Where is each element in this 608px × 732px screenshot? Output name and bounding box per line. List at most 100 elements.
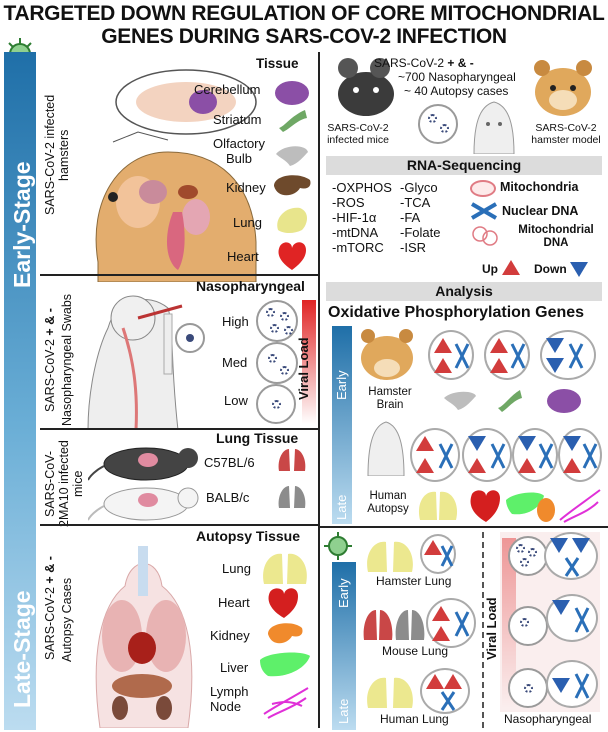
early-cell-up-1 [428, 330, 474, 380]
striatum-icon [279, 110, 307, 132]
autopsy-lung-small-icon [418, 491, 458, 520]
olfactory-bulb-icon [276, 146, 308, 166]
black-mouse-icon [88, 447, 198, 481]
human-autopsy-label: Human Autopsy [367, 490, 409, 515]
late-cell-down-1 [462, 428, 512, 482]
cerebellum-small-icon [547, 389, 581, 413]
tissue-kidney: Kidney [226, 180, 266, 195]
liver-kidney-small-icon [506, 492, 555, 522]
analysis-stage-bar [332, 326, 352, 524]
low-viral-small-cell [508, 668, 548, 708]
autopsy-heart-small-icon [470, 490, 500, 522]
late-cell-down-3 [558, 428, 602, 482]
viral-load-label: Viral Load [296, 337, 311, 400]
swabs-side-label-b: Nasopharyngeal Swabs [60, 293, 74, 427]
autopsy-lung-icon [263, 553, 307, 584]
level-low: Low [224, 393, 248, 408]
pathway-hif: -HIF-1α [332, 210, 377, 225]
down-arrow-icon [570, 262, 588, 277]
mouse-lung-label: Mouse Lung [382, 644, 449, 658]
hamster-lung-icon [367, 541, 413, 572]
tissue-heart: Heart [227, 249, 259, 264]
pathway-tca: -TCA [400, 195, 431, 210]
up-arrow-icon [502, 260, 520, 275]
autopsy-heart-icon [268, 588, 298, 618]
med-viral-cell-icon [256, 342, 298, 384]
kidney-icon [274, 175, 311, 196]
strain-c57bl6: C57BL/6 [204, 455, 255, 470]
rt-hamster-label: SARS-CoV-2 hamster model [531, 122, 601, 146]
tissue-lung: Lung [233, 215, 262, 230]
divider [40, 428, 318, 430]
mouse-lung-cell [426, 598, 476, 648]
pathway-isr: -ISR [400, 240, 426, 255]
oxphos-header: Oxidative Phosphorylation Genes [328, 304, 585, 321]
bottom-early-label: Early [336, 578, 351, 608]
med-viral-oxphos-cell [546, 594, 598, 642]
human-lung-label: Human Lung [380, 712, 449, 726]
nasopharyngeal-header: Nasopharyngeal [196, 278, 305, 294]
high-viral-oxphos-cell [544, 532, 598, 580]
legend-mtdna-icon [472, 226, 498, 246]
pathway-mtdna: -mtDNA [332, 225, 379, 240]
swab-tube-icon [163, 313, 205, 375]
stage-sidebar [4, 52, 36, 730]
rt-line1b: + & - [447, 56, 474, 70]
title-line-2: GENES DURING SARS-COV-2 INFECTION [101, 25, 507, 48]
legend-mitochondria-icon [470, 180, 496, 197]
rnaseq-header: RNA-Sequencing [326, 156, 602, 175]
legend-nuclear-dna-icon [470, 202, 498, 220]
bottom-viral-load-label: Viral Load [484, 597, 499, 660]
autopsy-side-label-b: Autopsy Cases [60, 577, 74, 663]
lymph-node-icon [263, 687, 309, 719]
bottom-stage-bar [332, 562, 356, 730]
gray-lung-icon [278, 486, 306, 508]
late-cell-up-1 [410, 428, 460, 482]
pathway-folate: -Folate [400, 225, 441, 240]
autopsy-side-label-a: SARS-CoV-2 [43, 587, 57, 660]
autopsy-lymph-node: Lymph Node [210, 684, 249, 714]
early-stage-label: Early-Stage [9, 161, 35, 288]
swabs-plus-minus: + & - [43, 308, 57, 336]
analysis-header: Analysis [326, 282, 602, 301]
tissue-olfactory-bulb: Olfactory Bulb [212, 136, 265, 166]
rt-plus-minus-line: SARS-CoV-2 + & - [374, 56, 474, 70]
hamsters-side-label: SARS-CoV-2 infected hamsters [43, 94, 71, 216]
hamster-brain-hamster-icon [361, 329, 413, 380]
white-mouse-icon [88, 487, 199, 521]
black-mouse-portrait-icon [338, 58, 394, 116]
pathway-fa: -FA [400, 210, 421, 225]
pathway-col-2: -Glyco -TCA -FA -Folate -ISR [400, 180, 440, 255]
lymph-node-small-icon [559, 489, 601, 523]
hamster-lung-label: Hamster Lung [376, 574, 452, 588]
autopsy-heart: Heart [218, 595, 250, 610]
late-cell-down-2 [512, 428, 558, 482]
early-cell-down [540, 330, 596, 380]
med-viral-small-cell [508, 606, 548, 646]
patient-swab-illustration [87, 295, 183, 430]
human-face-icon [473, 101, 515, 154]
mice-side-label: SARS-CoV-2MA10 infected mice [43, 440, 85, 528]
rt-infected-cell-icon [418, 104, 458, 144]
striatum-small-icon [498, 390, 522, 412]
pathway-ros: -ROS [332, 195, 365, 210]
human-anatomy-illustration [95, 546, 193, 728]
level-med: Med [222, 355, 248, 370]
olfactory-bulb-small-icon [444, 391, 476, 410]
analysis-early-label: Early [334, 370, 349, 400]
late-stage-label: Late-Stage [9, 590, 35, 708]
strain-balbc: BALB/c [206, 490, 250, 505]
rt-nasopharyngeal-count: ~700 Nasopharyngeal [398, 70, 516, 84]
legend-mtdna: Mitochondrial DNA [518, 224, 594, 249]
panel-divider [318, 52, 320, 728]
rt-line1a: SARS-CoV-2 [374, 56, 445, 70]
autopsy-lung: Lung [222, 561, 251, 576]
autopsy-kidney-icon [268, 623, 303, 644]
lung-icon [277, 207, 307, 233]
autopsy-kidney: Kidney [210, 628, 250, 643]
rt-autopsy-count: ~ 40 Autopsy cases [404, 84, 509, 98]
title-line-1: TARGETED DOWN REGULATION OF CORE MITOCHO… [3, 2, 605, 25]
tissue-striatum: Striatum [213, 112, 262, 127]
pathway-oxphos: -OXPHOS [332, 180, 392, 195]
divider [40, 524, 318, 526]
